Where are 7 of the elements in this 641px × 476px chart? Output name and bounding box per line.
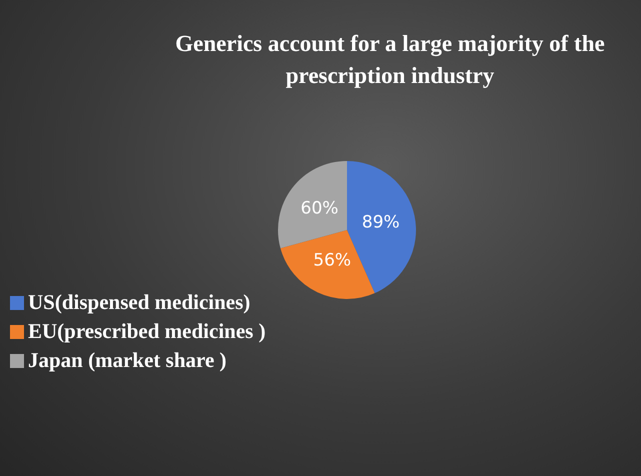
legend-label: EU(prescribed medicines ): [28, 319, 266, 344]
legend-label: US(dispensed medicines): [28, 290, 250, 315]
legend-label: Japan (market share ): [28, 348, 227, 373]
data-label: 89%: [362, 212, 400, 232]
chart-title: Generics account for a large majority of the prescription industry: [174, 30, 606, 90]
data-label: 56%: [313, 250, 352, 271]
data-label: 60%: [300, 198, 338, 219]
